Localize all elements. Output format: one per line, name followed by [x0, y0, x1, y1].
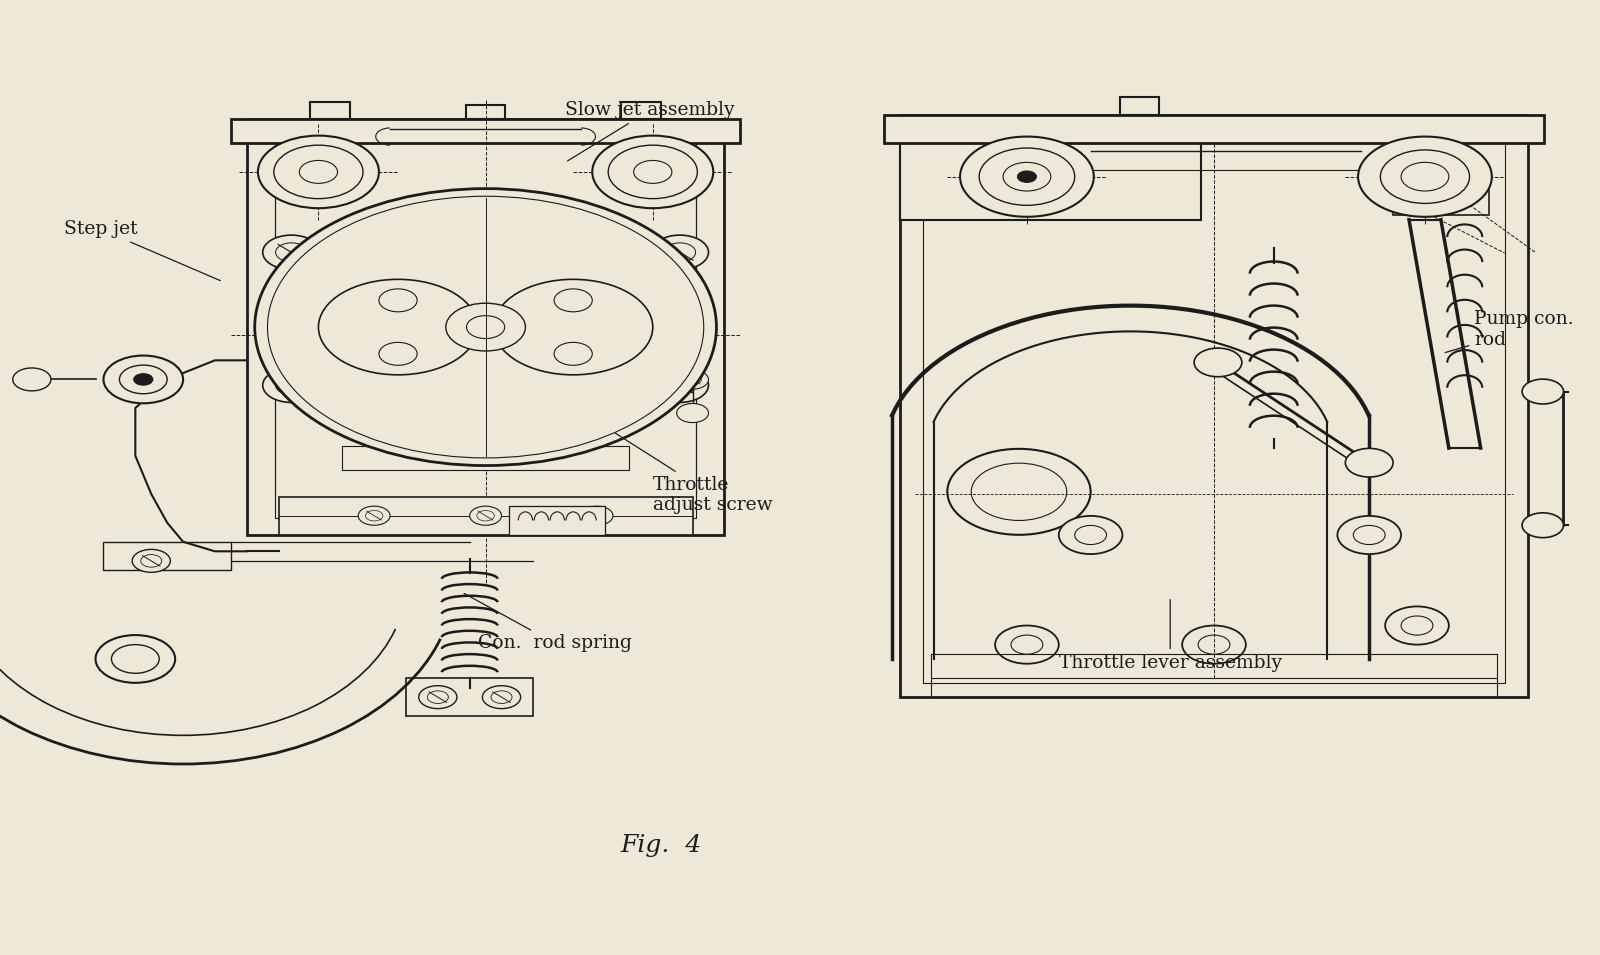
Circle shape: [379, 288, 418, 312]
Circle shape: [96, 635, 174, 683]
Circle shape: [262, 235, 320, 269]
Bar: [342, 447, 629, 471]
Circle shape: [1402, 616, 1434, 635]
Circle shape: [1011, 635, 1043, 654]
Bar: [621, 102, 661, 119]
Bar: [467, 105, 504, 119]
Bar: [883, 115, 1544, 143]
Circle shape: [677, 371, 709, 390]
Circle shape: [1018, 171, 1037, 182]
Circle shape: [262, 368, 320, 402]
Circle shape: [483, 686, 520, 709]
Text: Slow jet assembly: Slow jet assembly: [565, 101, 734, 160]
Circle shape: [258, 136, 379, 208]
Bar: [278, 497, 693, 535]
Text: Throttle lever assembly: Throttle lever assembly: [1059, 600, 1282, 672]
Circle shape: [419, 686, 458, 709]
Circle shape: [381, 344, 416, 365]
Circle shape: [947, 449, 1091, 535]
Circle shape: [1182, 626, 1246, 664]
Bar: [310, 102, 350, 119]
Bar: [1120, 97, 1160, 115]
Circle shape: [493, 280, 653, 375]
Circle shape: [592, 136, 714, 208]
Circle shape: [651, 302, 709, 336]
Text: Fig.  4: Fig. 4: [621, 834, 701, 857]
Bar: [275, 137, 696, 518]
Circle shape: [1386, 606, 1450, 645]
Text: Step jet: Step jet: [64, 221, 221, 281]
Circle shape: [470, 506, 501, 525]
Circle shape: [677, 404, 709, 422]
Circle shape: [1522, 513, 1563, 538]
Circle shape: [1059, 516, 1123, 554]
Text: Pump con.
rod: Pump con. rod: [1445, 310, 1574, 352]
Circle shape: [1354, 525, 1386, 544]
Bar: [899, 115, 1528, 697]
Circle shape: [1198, 635, 1230, 654]
Circle shape: [134, 373, 154, 385]
Circle shape: [555, 344, 590, 365]
Circle shape: [318, 280, 478, 375]
Bar: [899, 143, 1202, 220]
Circle shape: [467, 315, 504, 339]
Bar: [104, 541, 230, 570]
Text: Throttle
adjust screw: Throttle adjust screw: [616, 434, 773, 515]
Circle shape: [651, 368, 709, 402]
Circle shape: [1346, 449, 1394, 478]
Bar: [509, 506, 605, 535]
Circle shape: [555, 290, 590, 311]
Circle shape: [381, 290, 416, 311]
Circle shape: [262, 302, 320, 336]
Circle shape: [133, 549, 170, 572]
Circle shape: [358, 506, 390, 525]
Circle shape: [554, 342, 592, 366]
Circle shape: [254, 189, 717, 466]
Circle shape: [446, 304, 525, 351]
Circle shape: [1075, 525, 1107, 544]
Circle shape: [379, 342, 418, 366]
Circle shape: [995, 626, 1059, 664]
Circle shape: [581, 506, 613, 525]
Circle shape: [104, 355, 182, 403]
Circle shape: [13, 368, 51, 391]
Bar: [1394, 167, 1488, 215]
Bar: [406, 678, 533, 716]
Circle shape: [1338, 516, 1402, 554]
Bar: [923, 124, 1504, 683]
Text: Con.  rod spring: Con. rod spring: [464, 593, 632, 652]
Circle shape: [960, 137, 1094, 217]
Circle shape: [1522, 379, 1563, 404]
Circle shape: [554, 288, 592, 312]
Circle shape: [1358, 137, 1491, 217]
Bar: [246, 119, 725, 535]
Circle shape: [1194, 348, 1242, 376]
Circle shape: [651, 235, 709, 269]
Bar: [230, 119, 741, 143]
